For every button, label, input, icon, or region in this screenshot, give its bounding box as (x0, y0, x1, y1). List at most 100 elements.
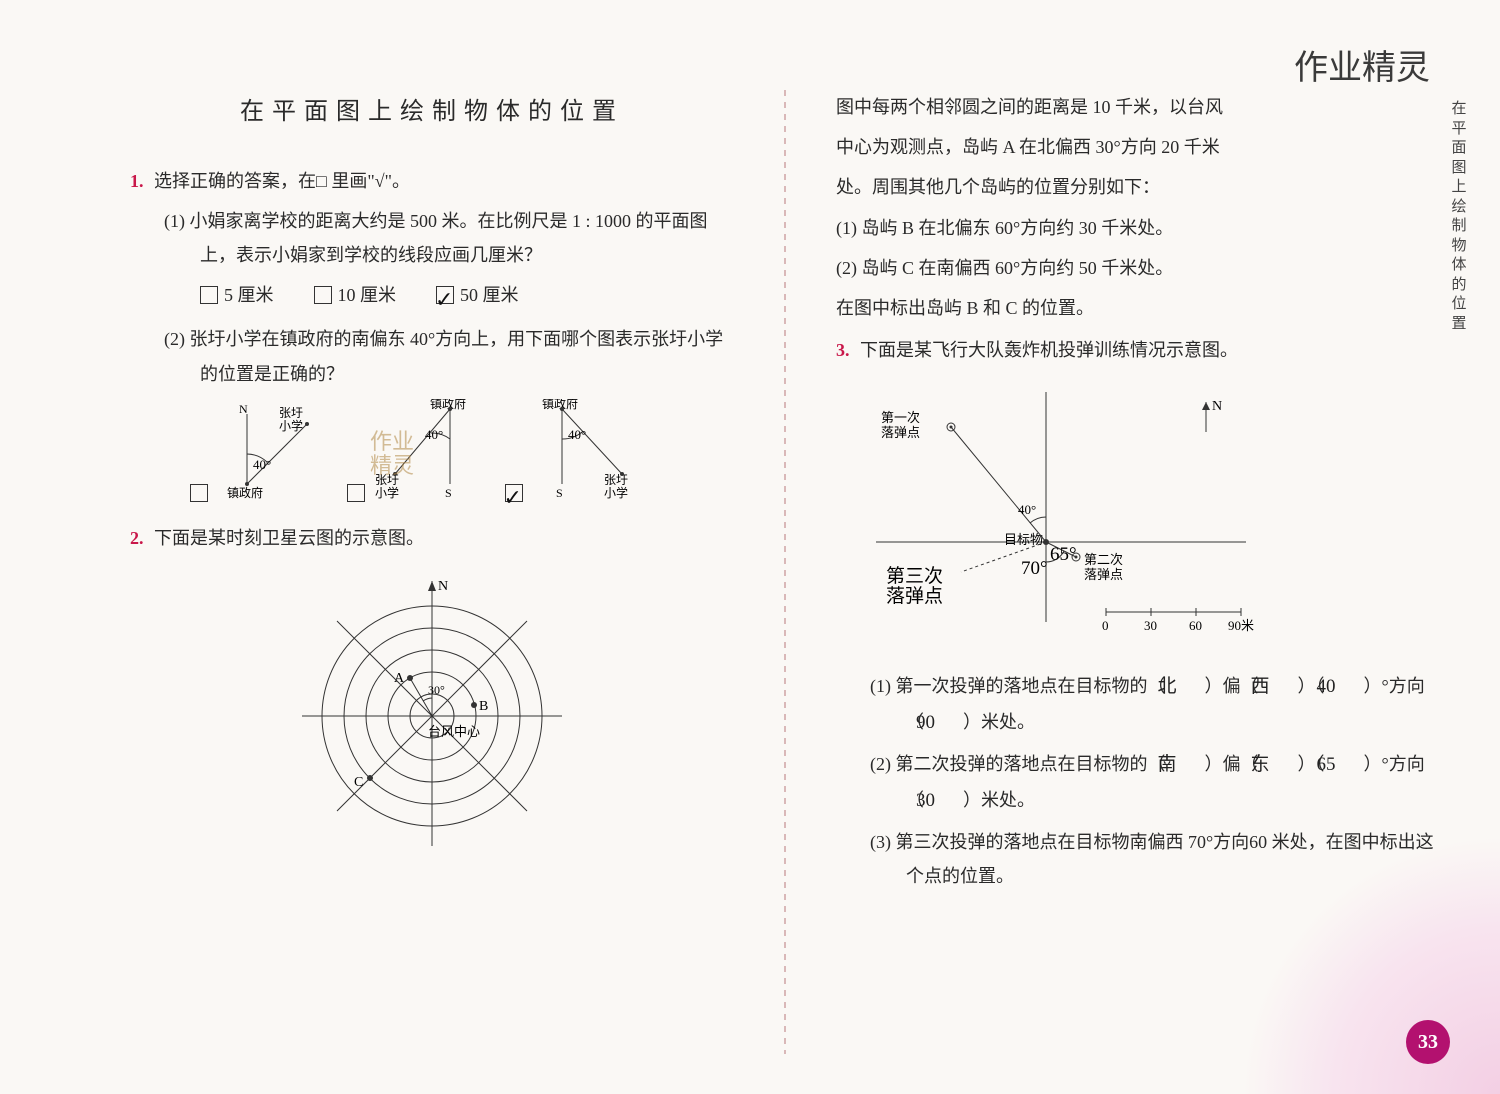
svg-text:S: S (445, 486, 452, 499)
choice-c[interactable]: 50 厘米 (436, 278, 519, 312)
bomb-chart-wrap: N 目标物 第一次 落弹点 40° (856, 382, 1440, 653)
checkbox-icon (314, 286, 332, 304)
page-spread: 在平面图上绘制物体的位置 1. 选择正确的答案，在□ 里画"√"。 (1) 小娟… (0, 0, 1500, 1094)
svg-text:40°: 40° (568, 427, 586, 442)
q3-2: (2) 第二次投弹的落地点在目标物的（ 南 ）偏（ 东 ）（ 65 ）°方向（ … (870, 747, 1440, 819)
checkbox-icon (200, 286, 218, 304)
q3-3: (3) 第三次投弹的落地点在目标物南偏西 70°方向60 米处，在图中标出这个点… (870, 825, 1440, 893)
q1-1-choices: 5 厘米 10 厘米 50 厘米 (130, 278, 734, 312)
svg-text:小学: 小学 (604, 485, 628, 499)
q2-number: 2. (130, 528, 144, 548)
intro-p3: 在图中标出岛屿 B 和 C 的位置。 (836, 291, 1440, 325)
svg-text:张圩: 张圩 (279, 406, 303, 420)
checkbox-icon (347, 484, 365, 502)
choice-c-label: 50 厘米 (460, 285, 519, 305)
choice-b[interactable]: 10 厘米 (314, 278, 397, 312)
checkbox-icon (190, 484, 208, 502)
svg-text:70°: 70° (1021, 558, 1048, 579)
svg-text:镇政府: 镇政府 (430, 399, 466, 411)
q1-number: 1. (130, 171, 144, 191)
q1-2: (2) 张圩小学在镇政府的南偏东 40°方向上，用下面哪个图表示张圩小学的位置是… (164, 322, 734, 390)
q3-2-blank-a: 南 (1170, 747, 1200, 783)
q1-stem: 1. 选择正确的答案，在□ 里画"√"。 (130, 164, 734, 198)
page-title: 在平面图上绘制物体的位置 (130, 90, 734, 136)
watermark-middle: 作业 精灵 (370, 430, 414, 478)
watermark-mid-1: 作业 (370, 430, 414, 454)
intro-line-1: 图中每两个相邻圆之间的距离是 10 千米，以台风 (836, 90, 1440, 124)
checkbox-checked-icon (505, 484, 523, 502)
left-column: 在平面图上绘制物体的位置 1. 选择正确的答案，在□ 里画"√"。 (1) 小娟… (130, 90, 744, 1054)
svg-text:镇政府: 镇政府 (227, 485, 263, 499)
right-column: 图中每两个相邻圆之间的距离是 10 千米，以台风 中心为观测点，岛屿 A 在北偏… (826, 90, 1440, 1054)
typhoon-chart: N A 30° (282, 566, 582, 856)
intro-p2: (2) 岛屿 C 在南偏西 60°方向约 50 千米处。 (836, 251, 1440, 285)
svg-text:张圩: 张圩 (604, 473, 628, 487)
q3-1-end: ）米处。 (963, 712, 1035, 732)
side-tab-title: 在平面图上绘制物体的位置 (1448, 100, 1470, 334)
diagram-option-2[interactable]: 镇政府 40° 张圩 小学 S (347, 399, 484, 508)
q3-stem: 3. 下面是某飞行大队轰炸机投弹训练情况示意图。 (836, 333, 1440, 367)
svg-text:30°: 30° (428, 683, 445, 697)
q3-text: 下面是某飞行大队轰炸机投弹训练情况示意图。 (860, 340, 1238, 360)
svg-text:第三次: 第三次 (886, 565, 943, 587)
svg-text:40°: 40° (253, 457, 271, 472)
svg-text:落弹点: 落弹点 (886, 585, 943, 607)
angle-diagram-3: 镇政府 40° 张圩 小学 S (532, 399, 642, 499)
checkbox-checked-icon (436, 286, 454, 304)
svg-text:落弹点: 落弹点 (1084, 567, 1123, 582)
diagram-option-3[interactable]: 镇政府 40° 张圩 小学 S (505, 399, 642, 508)
svg-text:台风中心: 台风中心 (428, 724, 480, 739)
svg-text:镇政府: 镇政府 (542, 399, 578, 411)
intro-line-3: 处。周围其他几个岛屿的位置分别如下： (836, 170, 1440, 204)
cloud-chart-wrap: N A 30° (130, 566, 734, 867)
column-divider (784, 90, 786, 1054)
svg-text:N: N (438, 579, 448, 594)
q3-1-pre: (1) 第一次投弹的落地点在目标物的（ (870, 676, 1166, 696)
q3-2-blank-d: 30 (929, 783, 959, 819)
svg-text:N: N (239, 402, 248, 416)
svg-text:40°: 40° (425, 427, 443, 442)
svg-text:40°: 40° (1018, 502, 1036, 517)
svg-text:小学: 小学 (279, 418, 303, 433)
q2-stem: 2. 下面是某时刻卫星云图的示意图。 (130, 521, 734, 555)
intro-p1: (1) 岛屿 B 在北偏东 60°方向约 30 千米处。 (836, 211, 1440, 245)
watermark-mid-2: 精灵 (370, 454, 414, 478)
q1-text: 选择正确的答案，在□ 里画"√"。 (154, 171, 410, 191)
q1-1: (1) 小娟家离学校的距离大约是 500 米。在比例尺是 1 : 1000 的平… (164, 204, 734, 272)
choice-a-label: 5 厘米 (224, 285, 274, 305)
svg-text:第一次: 第一次 (881, 410, 920, 425)
svg-text:目标物: 目标物 (1004, 532, 1043, 547)
svg-text:A: A (394, 671, 405, 686)
q3-number: 3. (836, 340, 850, 360)
q2-text: 下面是某时刻卫星云图的示意图。 (154, 528, 424, 548)
intro-line-2: 中心为观测点，岛屿 A 在北偏西 30°方向 20 千米 (836, 130, 1440, 164)
bomb-chart: N 目标物 第一次 落弹点 40° (856, 382, 1356, 642)
choice-b-label: 10 厘米 (338, 285, 397, 305)
svg-text:N: N (1212, 399, 1222, 414)
q3-2-end: ）米处。 (963, 790, 1035, 810)
q3-2-blank-c: 65 (1329, 747, 1359, 783)
choice-a[interactable]: 5 厘米 (200, 278, 274, 312)
watermark-top-right: 作业精灵 (1294, 40, 1430, 89)
svg-text:90米: 90米 (1228, 618, 1254, 633)
svg-text:S: S (556, 486, 563, 499)
q3-2-pre: (2) 第二次投弹的落地点在目标物的（ (870, 754, 1166, 774)
diagram-option-1[interactable]: N 40° 张圩 小学 镇政府 (190, 399, 327, 508)
svg-text:落弹点: 落弹点 (881, 425, 920, 440)
svg-text:B: B (479, 699, 488, 714)
svg-text:第二次: 第二次 (1084, 552, 1123, 567)
svg-text:60: 60 (1189, 618, 1202, 633)
svg-text:0: 0 (1102, 618, 1109, 633)
svg-text:65°: 65° (1050, 544, 1077, 565)
q3-1-blank-a: 北 (1170, 669, 1200, 705)
svg-text:C: C (354, 775, 363, 790)
q3-1: (1) 第一次投弹的落地点在目标物的（ 北 ）偏（ 西 ）（ 40 ）°方向（ … (870, 669, 1440, 741)
svg-text:小学: 小学 (375, 485, 399, 499)
q3-2-blank-b: 东 (1263, 747, 1293, 783)
svg-text:30: 30 (1144, 618, 1157, 633)
q3-1-blank-d: 90 (929, 705, 959, 741)
angle-diagram-1: N 40° 张圩 小学 镇政府 (217, 399, 327, 499)
q3-1-blank-b: 西 (1263, 669, 1293, 705)
q1-2-diagram-row: N 40° 张圩 小学 镇政府 镇政府 40° 张圩 小 (130, 399, 734, 508)
q3-1-blank-c: 40 (1329, 669, 1359, 705)
